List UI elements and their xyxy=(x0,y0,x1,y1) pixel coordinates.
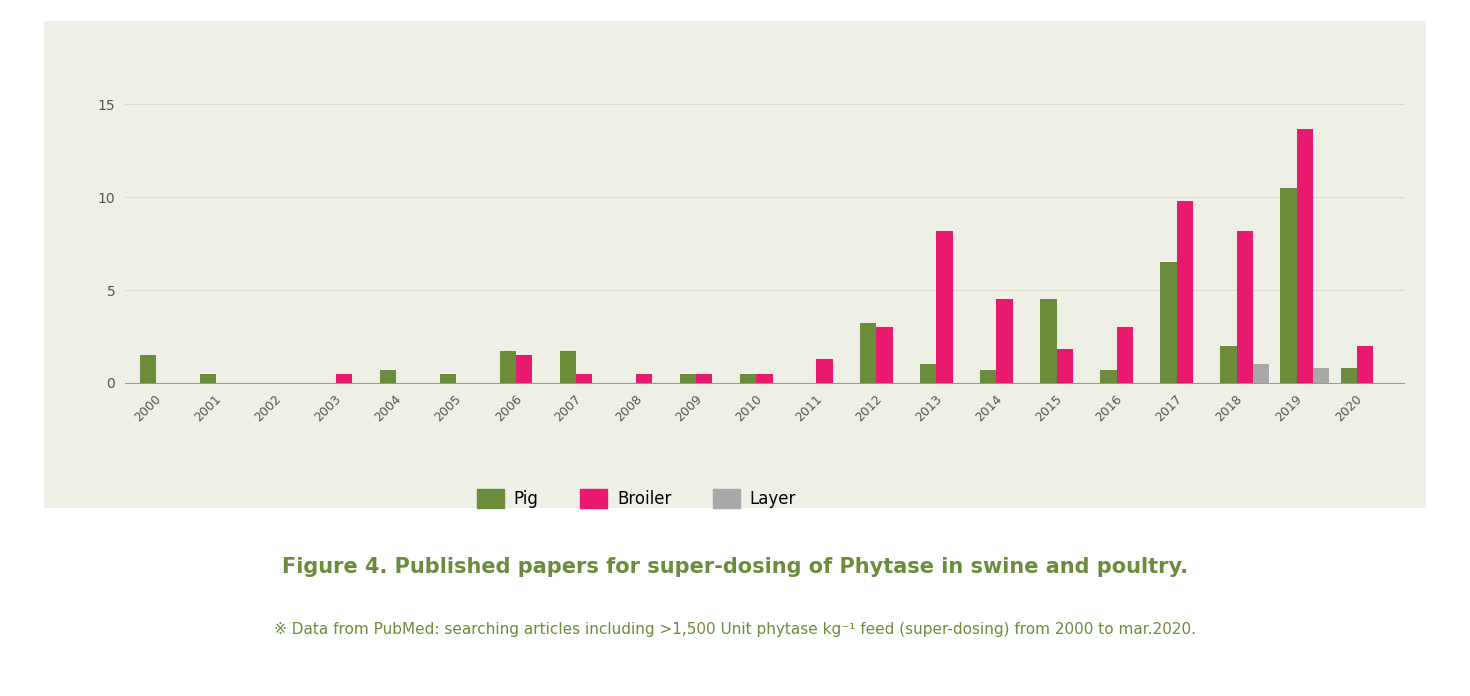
Bar xyxy=(379,370,395,383)
Bar xyxy=(1236,230,1252,383)
Bar xyxy=(637,374,653,383)
Bar xyxy=(1160,262,1176,383)
Bar xyxy=(500,351,516,383)
Text: ※ Data from PubMed: searching articles including >1,500 Unit phytase kg⁻¹ feed (: ※ Data from PubMed: searching articles i… xyxy=(273,622,1197,638)
Bar xyxy=(1297,129,1313,383)
Bar xyxy=(997,299,1013,383)
Bar xyxy=(920,364,936,383)
Bar xyxy=(440,374,456,383)
Bar xyxy=(1117,327,1133,383)
Bar xyxy=(739,374,756,383)
Bar xyxy=(1057,349,1073,383)
Bar xyxy=(681,374,697,383)
Bar xyxy=(936,230,953,383)
Bar xyxy=(1252,364,1269,383)
Bar xyxy=(1341,368,1357,383)
Bar xyxy=(980,370,997,383)
Bar xyxy=(560,351,576,383)
Bar xyxy=(697,374,713,383)
Bar xyxy=(1280,188,1297,383)
Legend: Pig, Broiler, Layer: Pig, Broiler, Layer xyxy=(478,489,795,508)
Bar xyxy=(816,358,832,383)
Bar xyxy=(756,374,773,383)
Bar xyxy=(860,324,876,383)
Bar xyxy=(876,327,892,383)
Bar xyxy=(200,374,216,383)
Bar xyxy=(516,355,532,383)
Text: Figure 4. Published papers for super-dosing of Phytase in swine and poultry.: Figure 4. Published papers for super-dos… xyxy=(282,557,1188,577)
Bar xyxy=(1176,201,1192,383)
Bar xyxy=(140,355,156,383)
Bar xyxy=(576,374,592,383)
Bar xyxy=(1041,299,1057,383)
Bar xyxy=(1101,370,1117,383)
Bar xyxy=(337,374,353,383)
Bar xyxy=(1313,368,1329,383)
Bar xyxy=(1357,346,1373,383)
Bar xyxy=(1220,346,1236,383)
